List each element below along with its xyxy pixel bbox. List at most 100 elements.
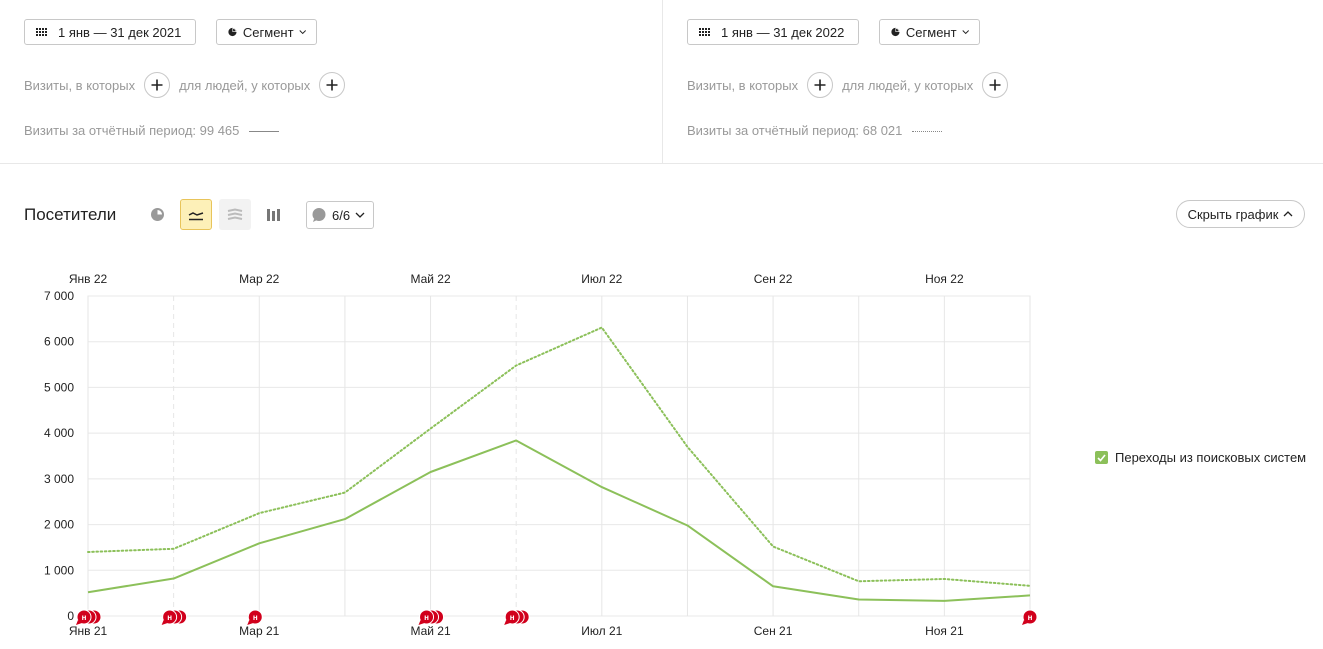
annotation-bubble xyxy=(419,609,435,625)
y-tick-label: 7 000 xyxy=(44,289,74,303)
bottom-axis-label: Июл 21 xyxy=(581,624,622,638)
visits-summary-2021: Визиты за отчётный период: 99 465 xyxy=(24,123,280,138)
filter-people-label: для людей, у которых xyxy=(842,77,974,93)
top-axis-label: Сен 22 xyxy=(754,272,793,286)
chevron-up-icon xyxy=(1283,211,1293,217)
annotation-letter: н xyxy=(1028,613,1033,622)
comment-icon xyxy=(312,208,326,222)
segment-label: Сегмент xyxy=(242,24,294,40)
chevron-down-icon xyxy=(298,30,306,35)
line-chart-icon xyxy=(188,211,204,220)
y-axis-ticks: 0 1 000 2 000 3 000 4 000 5 000 6 000 7 000 xyxy=(44,289,74,623)
line-view-button[interactable] xyxy=(180,199,212,230)
annotation-letter: н xyxy=(253,613,258,622)
pie-chart-icon xyxy=(891,27,900,37)
top-axis-label: Июл 22 xyxy=(581,272,622,286)
chart-grid xyxy=(87,295,1031,617)
annotation-letter: н xyxy=(167,613,172,622)
segment-label: Сегмент xyxy=(905,24,957,40)
annotation-marker: н xyxy=(1022,609,1038,625)
pie-chart-icon xyxy=(228,27,237,37)
legend-label: Переходы из поисковых систем xyxy=(1115,450,1307,465)
plus-icon xyxy=(814,79,826,91)
annotations-count: 6/6 xyxy=(332,207,351,223)
segment-button-2022[interactable]: Сегмент xyxy=(879,19,980,45)
annotation-marker: н xyxy=(418,609,445,625)
solid-line-sample xyxy=(249,131,280,132)
annotation-tail xyxy=(504,620,511,625)
date-range-label: 1 янв — 31 дек 2022 xyxy=(721,24,845,40)
annotation-marker: н xyxy=(504,609,530,625)
annotations-toggle-button[interactable]: 6/6 xyxy=(306,201,374,229)
annotation-tail xyxy=(418,620,425,625)
checkmark-icon xyxy=(1097,453,1106,462)
calendar-icon xyxy=(699,28,710,36)
add-people-condition-button[interactable] xyxy=(319,72,346,98)
filter-visits-label: Визиты, в которых xyxy=(24,77,136,93)
period-panel-2022: 1 янв — 31 дек 2022 Сегмент Визиты, в ко… xyxy=(663,0,1323,163)
y-tick-label: 1 000 xyxy=(44,563,74,577)
plus-icon xyxy=(326,79,338,91)
report-title: Посетители xyxy=(24,205,117,224)
top-axis-labels: Янв 22 Мар 22 Май 22 Июл 22 Сен 22 Ноя 22 xyxy=(69,272,964,286)
annotation-bubble xyxy=(247,609,263,625)
plus-icon xyxy=(151,79,163,91)
y-tick-label: 6 000 xyxy=(44,335,74,349)
pie-view-button[interactable] xyxy=(141,199,173,230)
hide-chart-button[interactable]: Скрыть график xyxy=(1176,200,1305,228)
series-line-2022 xyxy=(87,326,1031,587)
bar-view-button[interactable] xyxy=(258,199,290,230)
annotation-letter: н xyxy=(82,613,87,622)
annotation-bubble xyxy=(1022,609,1038,625)
filter-visits-label: Визиты, в которых xyxy=(687,77,799,93)
chevron-down-icon xyxy=(961,30,969,35)
annotation-tail xyxy=(1022,620,1028,625)
date-range-button-2021[interactable]: 1 янв — 31 дек 2021 xyxy=(24,19,196,45)
segment-button-2021[interactable]: Сегмент xyxy=(216,19,317,45)
bar-chart-icon xyxy=(267,208,280,221)
add-people-condition-button[interactable] xyxy=(982,72,1009,98)
y-tick-label: 0 xyxy=(67,609,74,623)
chart-legend[interactable]: Переходы из поисковых систем xyxy=(1095,450,1306,465)
period-panel-2021: 1 янв — 31 дек 2021 Сегмент Визиты, в ко… xyxy=(0,0,663,163)
top-axis-label: Май 22 xyxy=(410,272,451,286)
bottom-axis-label: Мар 21 xyxy=(239,624,279,638)
calendar-icon xyxy=(36,28,47,36)
annotation-marker: н xyxy=(161,609,188,625)
annotation-marker: н xyxy=(76,609,102,625)
annotation-marker: н xyxy=(247,609,263,625)
bottom-axis-label: Янв 21 xyxy=(69,624,108,638)
series-line-2021 xyxy=(87,439,1031,602)
top-axis-label: Ноя 22 xyxy=(925,272,964,286)
plot-border xyxy=(87,295,1031,617)
annotation-bubble xyxy=(76,609,92,625)
annotation-tail xyxy=(76,620,82,625)
top-axis-label: Мар 22 xyxy=(239,272,279,286)
y-tick-label: 5 000 xyxy=(44,380,74,394)
filter-people-label: для людей, у которых xyxy=(179,77,311,93)
add-visit-condition-button[interactable] xyxy=(807,72,834,98)
annotation-bubble xyxy=(162,609,178,625)
annotation-tail xyxy=(161,620,168,625)
filter-row-2021: Визиты, в которых для людей, у которых xyxy=(24,72,354,98)
bottom-axis-labels: Янв 21 Мар 21 Май 21 Июл 21 Сен 21 Ноя 21 xyxy=(69,624,964,638)
bottom-axis-label: Ноя 21 xyxy=(925,624,964,638)
add-visit-condition-button[interactable] xyxy=(144,72,171,98)
area-view-button[interactable] xyxy=(219,199,251,230)
visits-summary-2022: Визиты за отчётный период: 68 021 xyxy=(687,123,943,138)
annotation-letter: н xyxy=(424,613,429,622)
section-divider xyxy=(0,163,1323,164)
y-tick-label: 2 000 xyxy=(44,518,74,532)
plus-icon xyxy=(989,79,1001,91)
stacked-area-icon xyxy=(227,207,243,220)
dotted-line-sample xyxy=(912,131,943,132)
bottom-axis-label: Сен 21 xyxy=(754,624,793,638)
date-range-button-2022[interactable]: 1 янв — 31 дек 2022 xyxy=(687,19,859,45)
y-tick-label: 3 000 xyxy=(44,472,74,486)
annotation-letter: н xyxy=(510,613,515,622)
visits-summary-text: Визиты за отчётный период: 99 465 xyxy=(24,123,240,138)
legend-checkbox[interactable] xyxy=(1095,451,1108,464)
hide-chart-label: Скрыть график xyxy=(1187,206,1279,222)
chevron-down-icon xyxy=(355,212,365,218)
